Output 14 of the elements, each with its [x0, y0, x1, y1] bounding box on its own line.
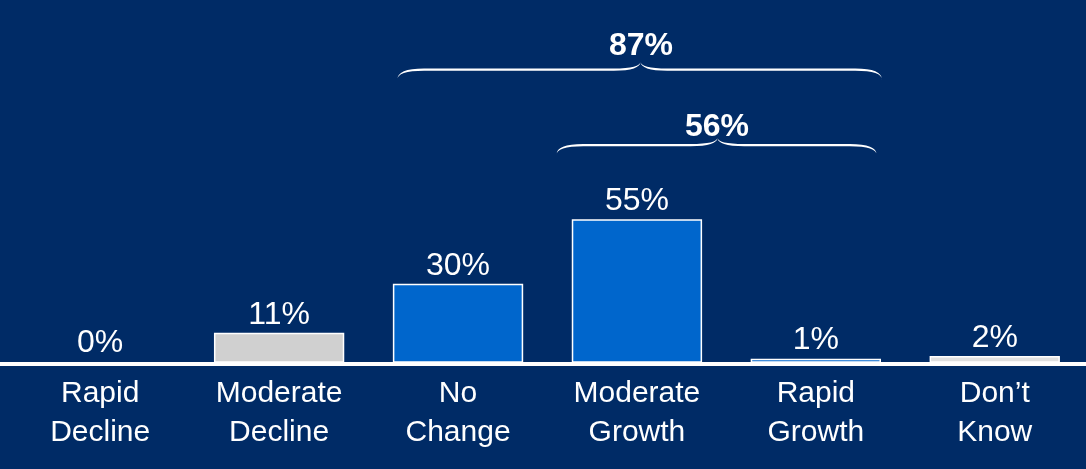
data-label: 30% — [426, 245, 491, 282]
data-label: 11% — [248, 294, 310, 331]
x-tick-label: Moderate Decline — [215, 375, 343, 447]
x-tick-label: Rapid Decline — [50, 375, 151, 447]
data-label: 2% — [971, 317, 1018, 354]
data-label: 1% — [792, 320, 839, 357]
text: 56% — [685, 107, 750, 143]
x-tick-label: No Change — [405, 375, 511, 447]
x-tick-label: Rapid Growth — [767, 375, 865, 447]
x-tick-label: Don’t Know — [957, 375, 1033, 447]
data-label: 0% — [77, 323, 124, 359]
text: 87% — [609, 26, 674, 62]
data-label: 55% — [604, 181, 669, 218]
x-tick-label: Moderate Growth — [573, 375, 701, 447]
